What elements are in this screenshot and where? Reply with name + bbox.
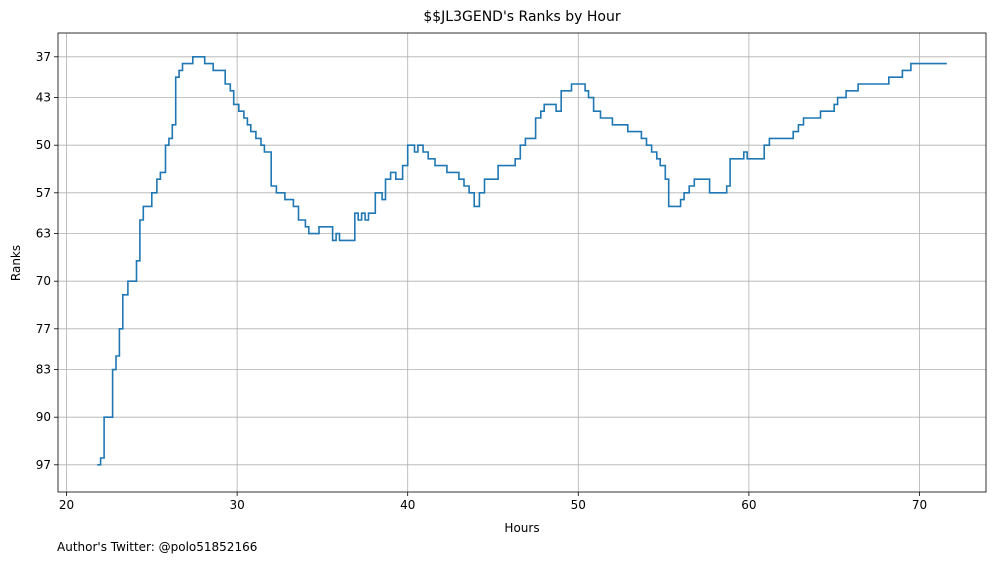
y-tick-label: 83 [36,363,51,377]
y-axis: 37 43 50 57 63 70 77 83 90 97 [36,50,58,472]
x-axis-label: Hours [504,521,539,535]
grid-lines [58,33,986,492]
x-tick-label: 70 [912,498,927,512]
y-tick-label: 57 [36,186,51,200]
y-tick-label: 50 [36,138,51,152]
x-tick-label: 20 [59,498,74,512]
y-tick-label: 70 [36,274,51,288]
y-tick-label: 77 [36,322,51,336]
y-tick-label: 43 [36,91,51,105]
y-tick-label: 63 [36,227,51,241]
y-tick-label: 37 [36,50,51,64]
x-tick-label: 50 [571,498,586,512]
chart-title: $$JL3GEND's Ranks by Hour [423,9,621,25]
x-tick-label: 40 [400,498,415,512]
y-tick-label: 90 [36,410,51,424]
x-axis: 20 30 40 50 60 70 [59,492,927,512]
x-tick-label: 30 [229,498,244,512]
author-twitter-annotation: Author's Twitter: @polo51852166 [57,540,257,554]
plot-frame [57,32,987,493]
y-tick-label: 97 [36,458,51,472]
rank-series-line [97,56,947,466]
y-axis-label: Ranks [9,245,23,281]
x-tick-label: 60 [741,498,756,512]
